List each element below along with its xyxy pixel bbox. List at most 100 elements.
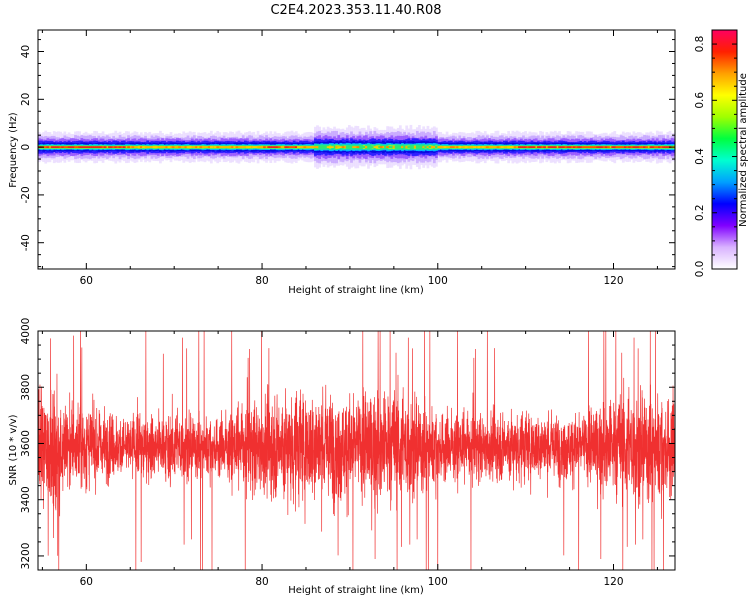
spectrogram-peak-cell <box>95 146 99 148</box>
snr-y-axis-label: SNR (10 * v/v) <box>8 414 19 485</box>
spectrogram-peak-cell <box>91 146 94 148</box>
spectrogram-cell <box>403 146 406 149</box>
spectrogram-cell <box>515 146 519 148</box>
spectrogram-peak-cell <box>613 146 617 148</box>
spectrogram-peak-cell <box>587 146 591 148</box>
spectrogram-peak-cell <box>103 146 107 148</box>
spectrogram-peak-cell <box>235 146 239 148</box>
spectrogram-peak-cell <box>528 146 532 148</box>
spectrogram-peak-cell <box>617 146 621 148</box>
spectrogram-cell <box>488 146 491 148</box>
spectrogram-peak-cell <box>331 146 334 148</box>
spectrogram-peak-cell <box>666 146 670 148</box>
spectrogram-peak-cell <box>509 146 513 148</box>
colorbar-tick-label: 0.6 <box>694 92 706 109</box>
spectrogram-cell <box>309 146 313 148</box>
spectrogram-cell <box>369 146 372 149</box>
spectrogram-y-axis-label: Frequency (Hz) <box>8 112 19 188</box>
spectrogram-cell <box>205 146 209 148</box>
spectrogram-peak-cell <box>575 146 578 148</box>
spectrogram-peak-cell <box>464 146 468 148</box>
spectrogram-peak-cell <box>137 146 141 148</box>
spectrogram-cell <box>159 146 162 148</box>
snr-y-tick-label: 4000 <box>20 318 32 345</box>
spectrogram-x-tick-label: 120 <box>603 275 623 287</box>
spectrogram-peak-cell <box>496 146 500 148</box>
spectrogram-peak-cell <box>517 146 521 148</box>
spectrogram-peak-cell <box>207 146 211 148</box>
spectrogram-cell <box>503 146 506 148</box>
spectrogram-cell <box>125 146 128 148</box>
spectrogram-cell <box>345 146 349 149</box>
spectrogram-cell <box>212 146 215 148</box>
spectrogram-peak-cell <box>84 146 88 148</box>
spectrogram-cell <box>362 146 366 149</box>
spectrogram-peak-cell <box>577 146 581 148</box>
spectrogram-peak-cell <box>553 146 557 148</box>
spectrogram-y-tick-label: 40 <box>20 45 32 58</box>
spectrogram-peak-cell <box>326 146 330 148</box>
spectrogram-peak-cell <box>246 146 249 148</box>
spectrogram-peak-cell <box>254 146 258 148</box>
snr-series-line <box>38 331 675 570</box>
spectrogram-cell <box>301 146 305 148</box>
spectrogram-cell <box>243 146 247 148</box>
spectrogram-peak-cell <box>662 146 665 148</box>
snr-x-tick-label: 60 <box>80 576 93 588</box>
colorbar-frame <box>711 29 738 270</box>
spectrogram-cell <box>424 146 428 149</box>
spectrogram-peak-cell <box>74 146 77 148</box>
spectrogram-cell <box>176 146 179 148</box>
spectrogram-cell <box>556 146 559 148</box>
colorbar: 0.0 0.2 0.4 0.6 0.8 Normalized spectral ampl… <box>694 29 749 278</box>
spectrogram-peak-cell <box>65 146 69 148</box>
spectrogram-peak-cell <box>641 146 644 148</box>
spectrogram-band <box>38 124 675 170</box>
spectrogram-cell <box>224 146 228 148</box>
spectrogram-peak-cell <box>297 146 300 148</box>
spectrogram-cell <box>398 146 402 149</box>
spectrogram-peak-cell <box>178 146 181 148</box>
spectrogram-cell <box>492 146 496 148</box>
spectrogram-cell <box>426 146 430 148</box>
spectrogram-peak-cell <box>596 146 600 148</box>
spectrogram-peak-cell <box>50 146 54 148</box>
spectrogram-peak-cell <box>165 146 169 148</box>
spectrogram-peak-cell <box>543 146 547 148</box>
spectrogram-cell <box>201 146 205 148</box>
spectrogram-peak-cell <box>195 146 198 148</box>
spectrogram-peak-cell <box>541 146 544 148</box>
spectrogram-peak-cell <box>127 146 130 148</box>
spectrogram-peak-cell <box>275 146 279 148</box>
spectrogram-peak-cell <box>547 146 551 148</box>
spectrogram-cell <box>430 146 434 148</box>
colorbar-fill <box>712 30 737 269</box>
spectrogram-peak-cell <box>171 146 175 148</box>
spectrogram-peak-cell <box>649 146 653 148</box>
spectrogram-peak-cell <box>122 146 126 148</box>
spectrogram-cell <box>324 146 328 149</box>
spectrogram-peak-cell <box>481 146 485 148</box>
spectrogram-cell <box>348 146 351 149</box>
spectrogram-peak-cell <box>263 146 266 148</box>
spectrogram-peak-cell <box>619 146 623 148</box>
spectrogram-cell <box>218 146 222 148</box>
spectrogram-peak-cell <box>651 146 655 148</box>
spectrogram-cell <box>445 146 449 148</box>
colorbar-tick-label: 0.0 <box>694 261 706 278</box>
spectrogram-peak-cell <box>486 146 489 148</box>
spectrogram-cell <box>161 146 164 148</box>
spectrogram-peak-cell <box>167 146 171 148</box>
spectrogram-cell <box>483 146 487 148</box>
spectrogram-cell <box>396 146 400 149</box>
spectrogram-peak-cell <box>46 146 50 148</box>
spectrogram-cell <box>335 146 338 149</box>
spectrogram-peak-cell <box>511 146 515 148</box>
spectrogram-peak-cell <box>643 146 646 148</box>
snr-x-tick-label: 100 <box>428 576 448 588</box>
spectrogram-cell <box>401 146 404 148</box>
spectrogram-peak-cell <box>248 146 251 148</box>
spectrogram-peak-cell <box>184 146 188 148</box>
spectrogram-peak-cell <box>373 146 377 148</box>
spectrogram-peak-cell <box>632 146 636 148</box>
